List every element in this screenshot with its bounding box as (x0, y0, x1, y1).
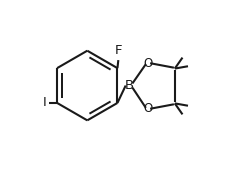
Text: O: O (143, 57, 153, 70)
Text: F: F (115, 44, 122, 57)
Text: I: I (43, 96, 46, 109)
Text: B: B (124, 79, 134, 92)
Text: O: O (143, 102, 153, 115)
